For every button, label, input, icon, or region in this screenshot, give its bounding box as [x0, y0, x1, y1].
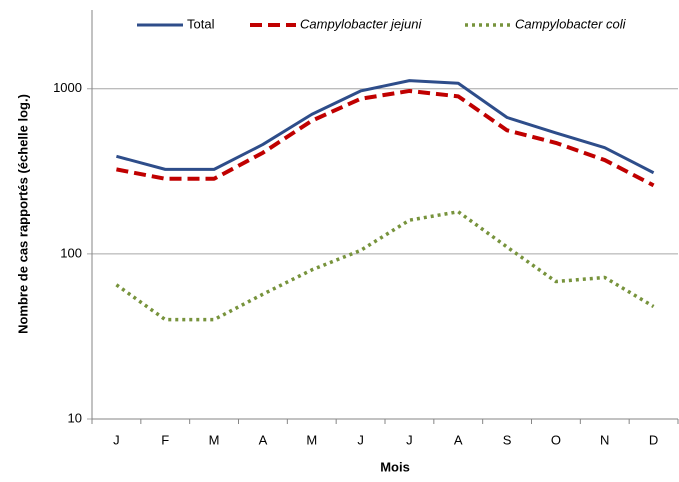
x-axis-label: Mois: [380, 459, 410, 474]
y-tick-label: 10: [68, 410, 82, 425]
x-tick-label: D: [649, 432, 658, 447]
y-tick-label: 100: [60, 245, 82, 260]
x-tick-label: M: [306, 432, 317, 447]
x-tick-label: F: [161, 432, 169, 447]
legend-label: Campylobacter coli: [515, 16, 627, 31]
x-tick-label: N: [600, 432, 609, 447]
x-tick-label: A: [259, 432, 268, 447]
line-series: [116, 79, 655, 175]
x-tick-label: S: [503, 432, 512, 447]
x-tick-label: O: [551, 432, 561, 447]
x-tick-label: J: [406, 432, 413, 447]
x-tick-label: J: [113, 432, 120, 447]
line-series: [116, 88, 655, 188]
legend-label: Total: [187, 16, 215, 31]
line-series: [115, 209, 655, 322]
x-tick-label: J: [357, 432, 364, 447]
x-tick-label: A: [454, 432, 463, 447]
y-tick-label: 1000: [53, 80, 82, 95]
x-tick-label: M: [209, 432, 220, 447]
legend-label: Campylobacter jejuni: [300, 16, 423, 31]
y-axis-label: Nombre de cas rapportés (échelle log.): [15, 94, 30, 334]
